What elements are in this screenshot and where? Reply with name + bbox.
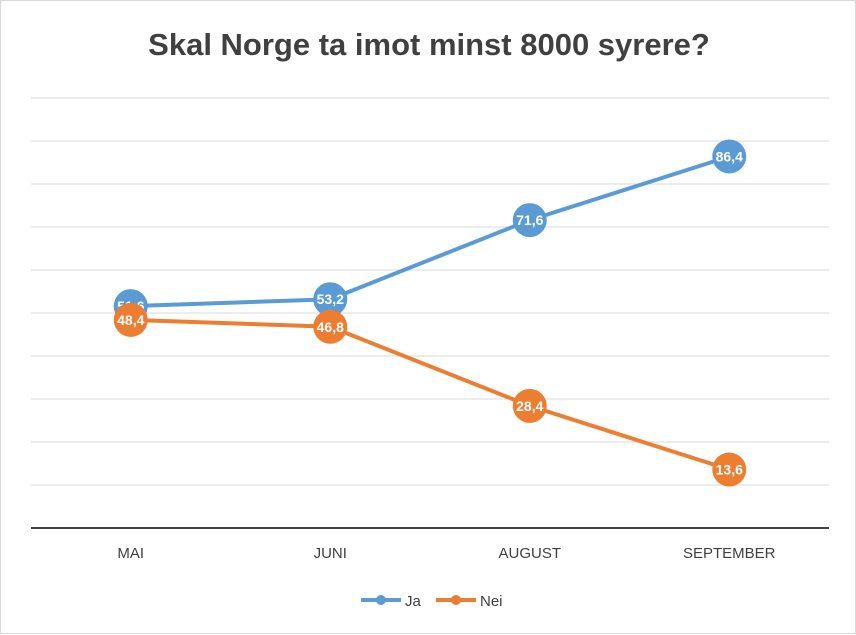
legend-label-nei: Nei	[480, 593, 503, 610]
series-line-nei	[128, 317, 732, 472]
data-point-nei[interactable]	[313, 309, 348, 344]
data-point-nei[interactable]	[512, 388, 547, 423]
data-point-nei[interactable]	[113, 302, 148, 337]
data-point-nei[interactable]	[712, 452, 747, 487]
data-label-ja: 86,4	[716, 148, 743, 164]
legend-marker-nei	[451, 595, 461, 605]
data-label-nei: 46,8	[317, 319, 344, 335]
series-line-ja	[128, 154, 732, 309]
data-label-ja: 53,2	[317, 291, 344, 307]
chart-title: Skal Norge ta imot minst 8000 syrere?	[148, 27, 710, 62]
data-point-ja[interactable]	[512, 203, 547, 238]
data-label-nei: 13,6	[716, 462, 743, 478]
legend-label-ja: Ja	[405, 593, 422, 610]
x-tick-label: MAI	[117, 545, 144, 562]
series-layer: 51,653,271,686,448,446,828,413,6	[113, 139, 747, 487]
legend[interactable]: Ja Nei	[361, 593, 503, 610]
x-tick-label: AUGUST	[498, 545, 561, 562]
legend-item-nei[interactable]: Nei	[436, 593, 503, 610]
data-label-ja: 71,6	[516, 212, 543, 228]
data-point-ja[interactable]	[712, 139, 747, 174]
x-axis: MAI JUNI AUGUST SEPTEMBER	[31, 527, 829, 562]
legend-item-ja[interactable]: Ja	[361, 593, 422, 610]
data-label-nei: 28,4	[516, 398, 543, 414]
legend-marker-ja	[376, 595, 386, 605]
x-tick-label: SEPTEMBER	[683, 545, 776, 562]
data-point-ja[interactable]	[313, 282, 348, 317]
x-tick-label: JUNI	[314, 545, 347, 562]
data-label-nei: 48,4	[117, 312, 144, 328]
gridlines	[31, 97, 829, 486]
